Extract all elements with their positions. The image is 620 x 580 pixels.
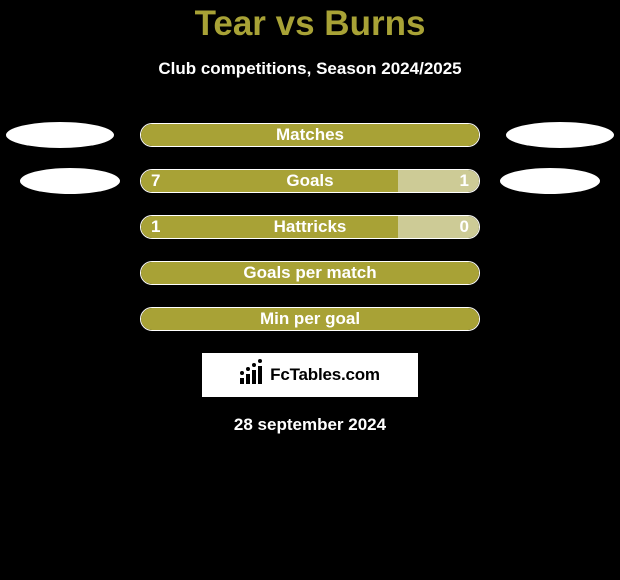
page-title: Tear vs Burns xyxy=(0,6,620,41)
stat-bar-right: 0 xyxy=(398,216,479,238)
stat-bar-left: 7 xyxy=(141,170,398,192)
footer-date: 28 september 2024 xyxy=(0,415,620,435)
stat-bar: Min per goal xyxy=(140,307,480,331)
stat-row: 1 0 Hattricks xyxy=(0,215,620,239)
stat-bar-left: 1 xyxy=(141,216,398,238)
stat-bar: 7 1 Goals xyxy=(140,169,480,193)
stat-row: Matches xyxy=(0,123,620,147)
footer-logo-box: FcTables.com xyxy=(202,353,418,397)
stat-label: Hattricks xyxy=(274,217,347,237)
stat-value-right: 1 xyxy=(450,171,479,191)
stat-bar: Goals per match xyxy=(140,261,480,285)
stat-row: Min per goal xyxy=(0,307,620,331)
left-ellipse xyxy=(6,122,114,148)
stat-value-right: 0 xyxy=(450,217,479,237)
right-ellipse xyxy=(500,168,600,194)
stat-row: 7 1 Goals xyxy=(0,169,620,193)
footer-logo-row: FcTables.com xyxy=(0,353,620,397)
right-ellipse xyxy=(506,122,614,148)
stat-bar-right: 1 xyxy=(398,170,479,192)
stat-value-left: 7 xyxy=(141,171,170,191)
stat-label: Goals per match xyxy=(243,263,376,283)
stat-row: Goals per match xyxy=(0,261,620,285)
stat-bar: 1 0 Hattricks xyxy=(140,215,480,239)
stat-value-left: 1 xyxy=(141,217,170,237)
stat-bar: Matches xyxy=(140,123,480,147)
fctables-chart-icon xyxy=(240,366,264,384)
page-subtitle: Club competitions, Season 2024/2025 xyxy=(0,59,620,79)
left-ellipse xyxy=(20,168,120,194)
fctables-text: FcTables.com xyxy=(270,365,380,385)
stat-label: Goals xyxy=(286,171,333,191)
stat-label: Min per goal xyxy=(260,309,360,329)
stat-label: Matches xyxy=(276,125,344,145)
